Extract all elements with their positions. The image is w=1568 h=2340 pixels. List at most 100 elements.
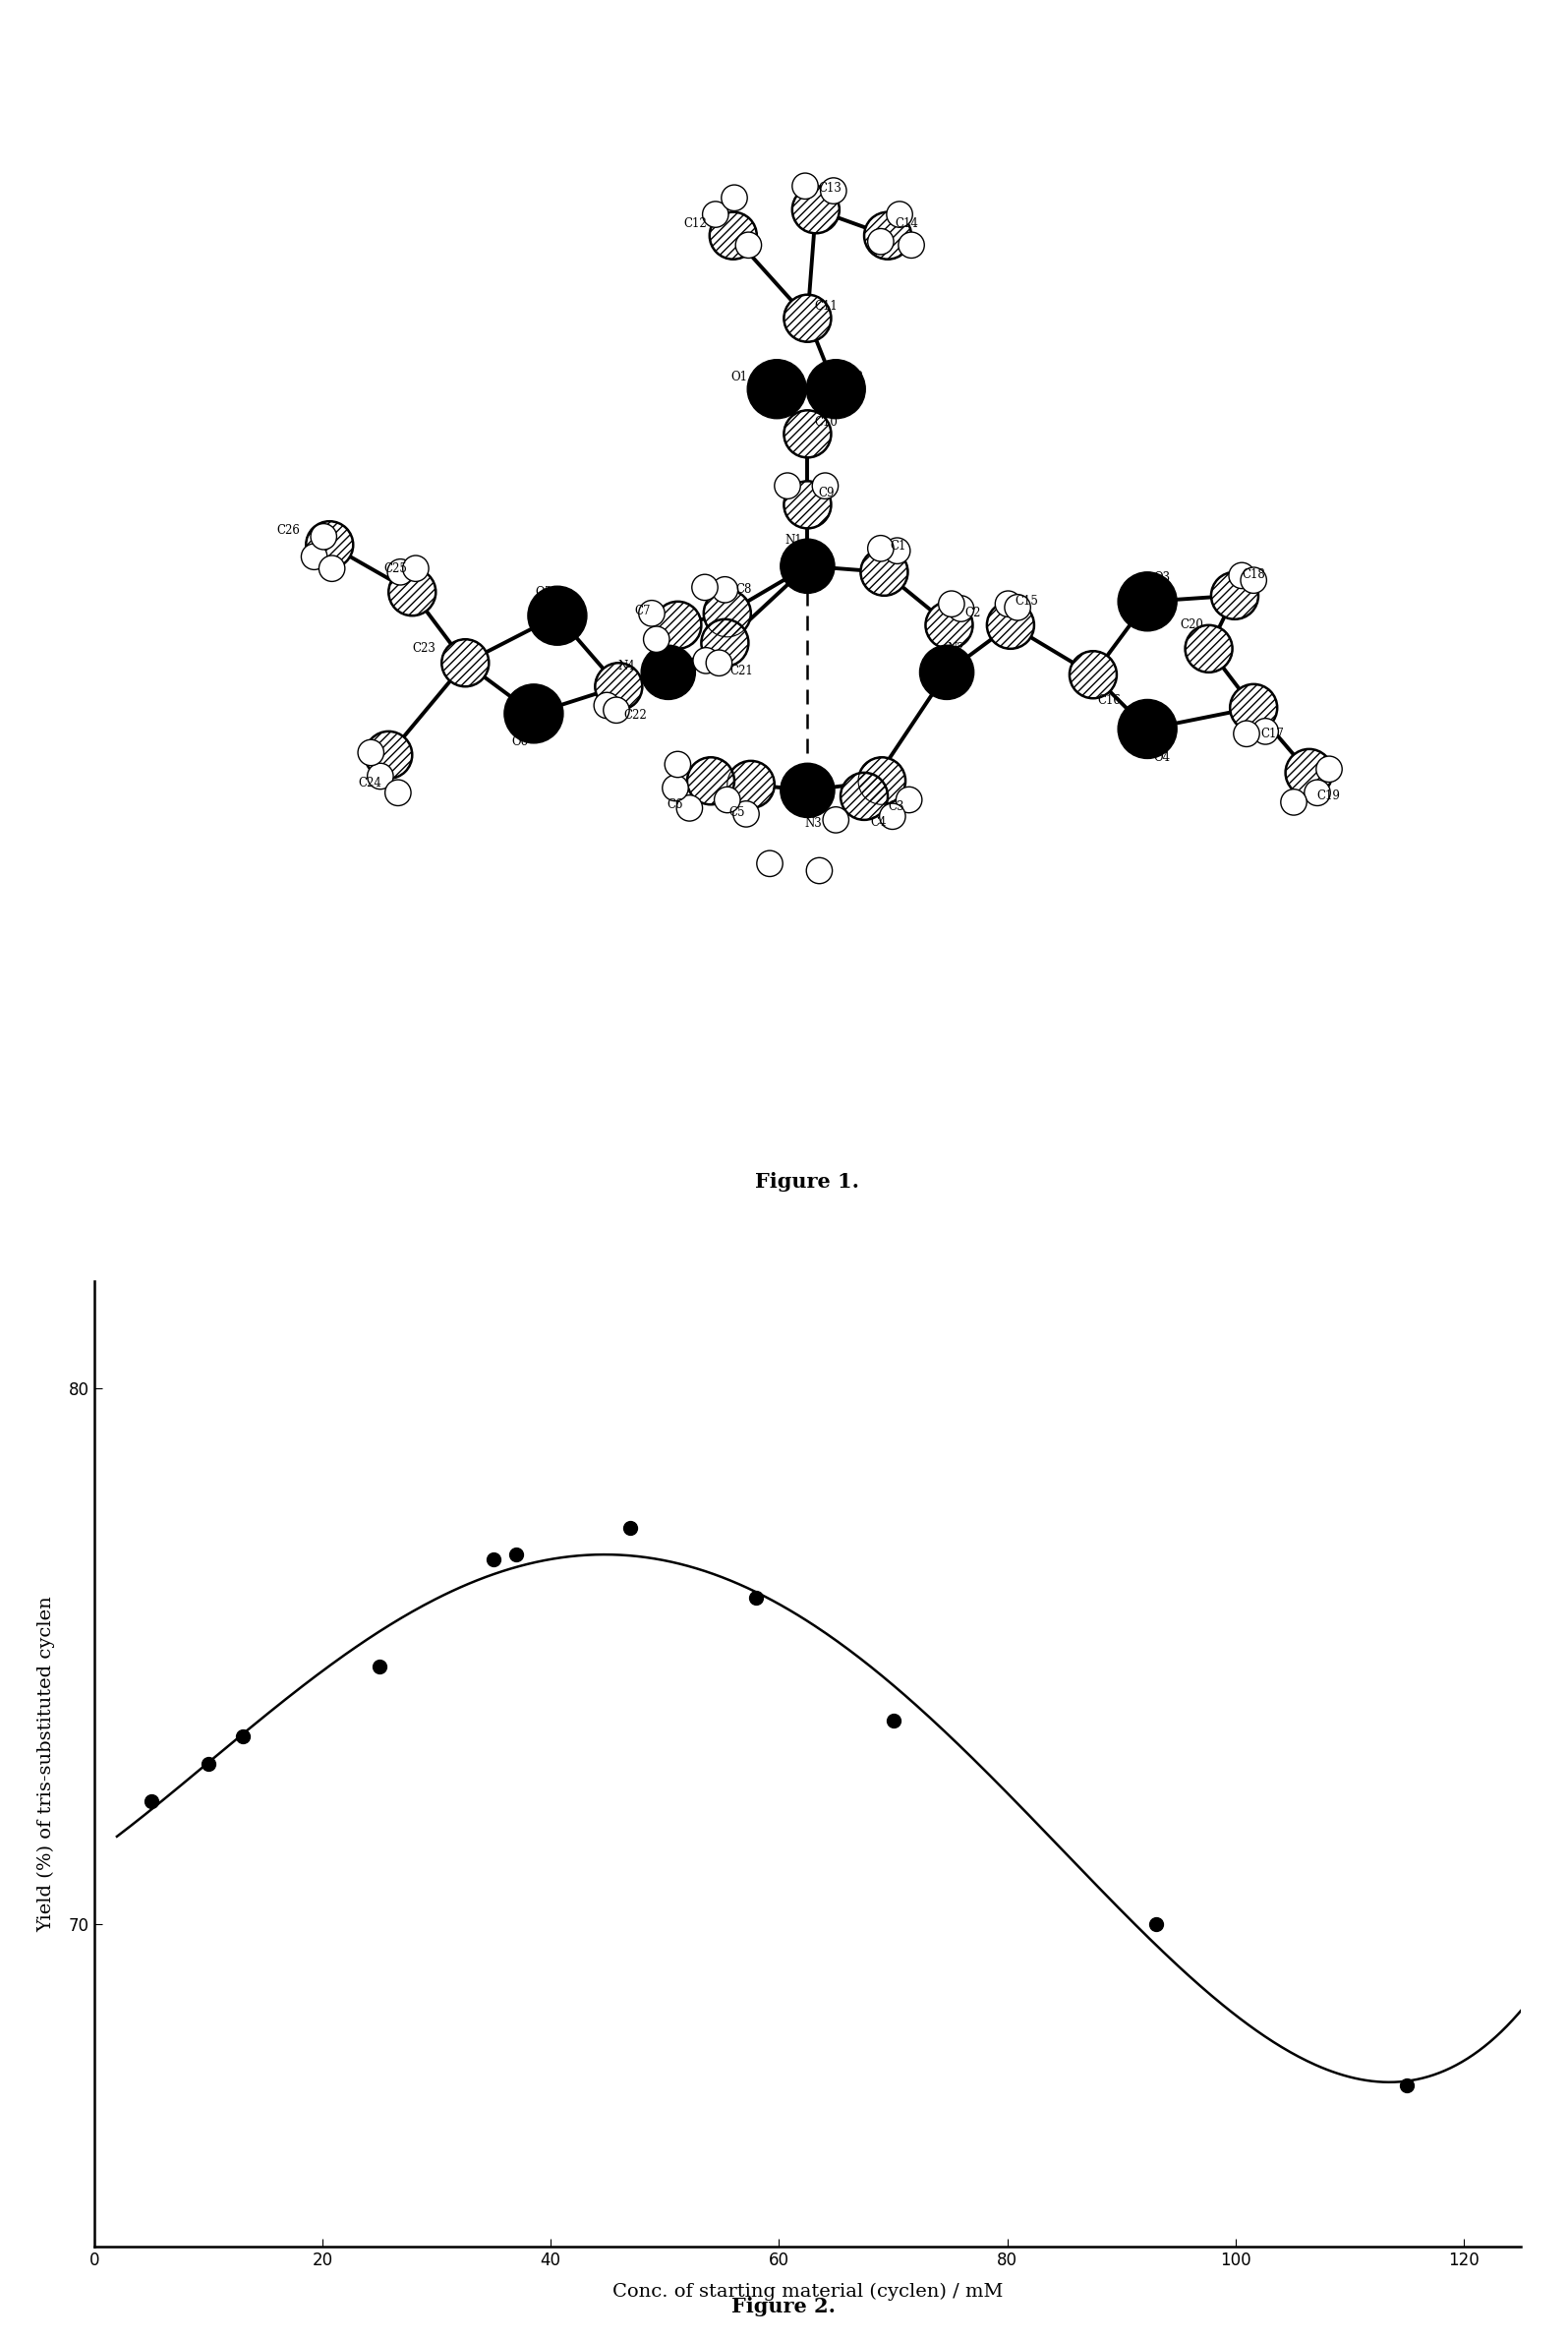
Circle shape (1005, 594, 1030, 620)
Text: C2: C2 (964, 606, 982, 620)
Circle shape (1286, 749, 1333, 796)
Circle shape (886, 201, 913, 227)
Circle shape (310, 524, 337, 550)
Circle shape (1316, 756, 1342, 782)
Circle shape (925, 601, 972, 648)
Circle shape (643, 627, 670, 653)
Circle shape (710, 213, 757, 260)
Circle shape (662, 775, 688, 800)
Circle shape (715, 786, 740, 812)
Text: C26: C26 (276, 524, 299, 538)
Point (503, 1535, 528, 1572)
Circle shape (996, 592, 1021, 618)
Circle shape (389, 569, 436, 615)
Circle shape (665, 751, 690, 777)
Text: C16: C16 (1098, 695, 1121, 707)
Circle shape (784, 410, 831, 459)
Circle shape (1240, 566, 1267, 594)
Circle shape (1229, 683, 1278, 732)
Circle shape (704, 590, 751, 636)
Text: C24: C24 (358, 777, 381, 789)
Circle shape (387, 559, 414, 585)
Circle shape (641, 646, 695, 700)
Circle shape (858, 758, 905, 805)
Circle shape (318, 555, 345, 580)
Text: C23: C23 (412, 644, 436, 655)
Circle shape (306, 522, 353, 569)
Text: C9: C9 (818, 487, 834, 498)
Circle shape (949, 597, 974, 622)
Text: Figure 2.: Figure 2. (732, 2298, 836, 2317)
Circle shape (812, 473, 839, 498)
Circle shape (728, 760, 775, 807)
Circle shape (386, 779, 411, 805)
Text: C17: C17 (1261, 728, 1284, 739)
Circle shape (939, 592, 964, 618)
Circle shape (1229, 562, 1254, 590)
Circle shape (1253, 718, 1278, 744)
Point (743, 1580, 768, 1617)
Circle shape (898, 232, 925, 257)
Circle shape (864, 213, 911, 260)
Text: C22: C22 (624, 709, 648, 721)
Text: Figure 1.: Figure 1. (756, 1172, 859, 1191)
Circle shape (880, 803, 905, 828)
Text: O2: O2 (847, 370, 862, 384)
Circle shape (638, 601, 665, 627)
Circle shape (840, 772, 887, 819)
Point (481, 1542, 506, 1580)
Point (1143, 1905, 1168, 1942)
Point (230, 1718, 256, 1755)
Circle shape (757, 849, 782, 878)
Circle shape (358, 739, 384, 765)
Text: O4: O4 (1152, 751, 1170, 763)
Circle shape (792, 187, 839, 234)
Y-axis label: Yield (%) of tris-substituted cyclen: Yield (%) of tris-substituted cyclen (38, 1596, 55, 1930)
Circle shape (1210, 571, 1259, 620)
Text: C12: C12 (684, 218, 707, 229)
Circle shape (528, 587, 586, 646)
Text: C19: C19 (1316, 791, 1339, 803)
Circle shape (781, 538, 834, 594)
Text: C1: C1 (891, 541, 906, 552)
Circle shape (820, 178, 847, 204)
Text: C18: C18 (1242, 569, 1265, 580)
Text: C4: C4 (870, 817, 886, 828)
Point (881, 1701, 906, 1739)
Text: O3: O3 (1152, 571, 1170, 585)
Point (196, 1746, 221, 1783)
Circle shape (867, 536, 894, 562)
Point (618, 1509, 643, 1547)
Text: C13: C13 (818, 183, 842, 194)
Point (1394, 2066, 1419, 2104)
Circle shape (301, 543, 328, 569)
Circle shape (806, 360, 866, 419)
Text: C25: C25 (384, 562, 408, 576)
Text: N1: N1 (784, 534, 801, 548)
Text: C11: C11 (815, 300, 837, 314)
Text: C15: C15 (1016, 594, 1038, 608)
Circle shape (784, 482, 831, 529)
Circle shape (884, 538, 909, 564)
Circle shape (734, 800, 759, 826)
Text: C14: C14 (895, 218, 919, 229)
Text: C6: C6 (668, 798, 684, 812)
Text: N4: N4 (618, 660, 635, 674)
Circle shape (365, 732, 412, 779)
Circle shape (691, 573, 718, 601)
Circle shape (792, 173, 818, 199)
Circle shape (867, 229, 894, 255)
Text: C8: C8 (735, 583, 751, 597)
Circle shape (806, 859, 833, 885)
Text: C21: C21 (729, 665, 753, 679)
Circle shape (687, 758, 734, 805)
Circle shape (1069, 651, 1116, 697)
Circle shape (706, 651, 732, 676)
Circle shape (784, 295, 831, 342)
Circle shape (367, 763, 394, 789)
Text: N2: N2 (947, 644, 964, 655)
Circle shape (693, 648, 720, 674)
Circle shape (1185, 625, 1232, 672)
Circle shape (735, 232, 762, 257)
Point (138, 1783, 163, 1821)
